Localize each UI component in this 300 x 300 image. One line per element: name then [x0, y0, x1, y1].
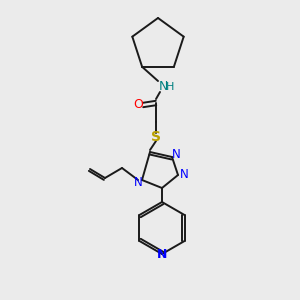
Text: N: N	[158, 80, 168, 94]
Text: S: S	[151, 130, 161, 144]
Text: O: O	[133, 98, 143, 112]
Text: N: N	[172, 148, 180, 160]
Text: H: H	[166, 82, 174, 92]
Text: N: N	[134, 176, 142, 190]
Text: N: N	[157, 248, 167, 260]
Text: N: N	[180, 169, 188, 182]
